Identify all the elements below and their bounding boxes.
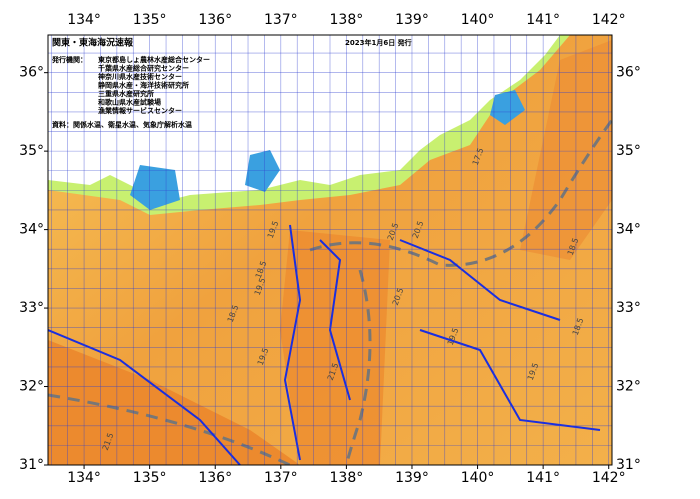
contour — [48, 224, 601, 465]
x-tick-label: 136° — [198, 470, 232, 486]
source: 資料：関係水温、衛星水温、気象庁解析水温 — [52, 120, 192, 129]
x-tick-label: 134° — [67, 12, 101, 28]
y-tick-label: 36° — [19, 65, 44, 81]
issuer: 漁業情報サービスセンター — [98, 106, 182, 115]
y-tick-label: 34° — [616, 222, 641, 238]
y-tick-label: 33° — [616, 300, 641, 316]
issuer: 神奈川県水産技術センター — [98, 72, 182, 81]
current-axis — [309, 119, 612, 267]
issuers: 東京都島しょ農林水産総合センター千葉県水産総合研究センター神奈川県水産技術センタ… — [97, 55, 210, 115]
y-tick-label: 35° — [616, 143, 641, 159]
x-tick-label: 138° — [330, 12, 364, 28]
issuer: 和歌山県水産試験場 — [97, 98, 161, 107]
x-tick-label: 136° — [198, 12, 232, 28]
y-tick-label: 33° — [19, 300, 44, 316]
x-tick-label: 139° — [395, 12, 429, 28]
x-tick-label: 141° — [526, 12, 560, 28]
y-tick-label: 32° — [616, 379, 641, 395]
current-axis — [48, 393, 294, 465]
land — [48, 35, 560, 200]
x-tick-label: 138° — [330, 470, 364, 486]
current-axis — [344, 269, 372, 465]
x-tick-label: 135° — [133, 12, 167, 28]
y-tick-label: 31° — [616, 457, 641, 473]
y-tick-label: 34° — [19, 222, 44, 238]
x-tick-label: 140° — [461, 470, 495, 486]
bay — [490, 90, 525, 125]
x-tick-label: 140° — [461, 12, 495, 28]
bay — [130, 165, 180, 210]
map-body: 19.518.520.5 20.519.518.521.519.518.517.5… — [48, 35, 612, 465]
x-tick-label: 137° — [264, 12, 298, 28]
frame — [47, 34, 613, 466]
x-tick-label: 142° — [592, 12, 626, 28]
issuer: 静岡県水産・海洋技術研究所 — [98, 81, 189, 90]
x-tick-label: 137° — [264, 470, 298, 486]
title: 関東・東海海況速報 — [52, 37, 134, 49]
warm-water — [48, 340, 300, 465]
issuer: 千葉県水産総合研究センター — [98, 64, 189, 73]
y-tick-label: 32° — [19, 379, 44, 395]
date: 2023年1月6日 発行 — [345, 38, 412, 47]
x-tick-label: 135° — [133, 470, 167, 486]
grid — [48, 35, 612, 465]
ticks: 134° 134° 135° 135° 136° 136° 137° 137° 138° 138°… — [19, 12, 641, 486]
x-tick-label: 141° — [526, 470, 560, 486]
issuer-label: 発行機関： — [51, 55, 87, 64]
y-tick-label: 31° — [19, 457, 44, 473]
x-tick-label: 139° — [395, 470, 429, 486]
y-tick-label: 36° — [616, 65, 641, 81]
x-tick-label: 134° — [67, 470, 101, 486]
issuer: 三重県水産研究所 — [98, 89, 154, 98]
issuer: 東京都島しょ農林水産総合センター — [98, 55, 210, 64]
x-tick-label: 142° — [592, 470, 626, 486]
y-tick-label: 35° — [19, 143, 44, 159]
